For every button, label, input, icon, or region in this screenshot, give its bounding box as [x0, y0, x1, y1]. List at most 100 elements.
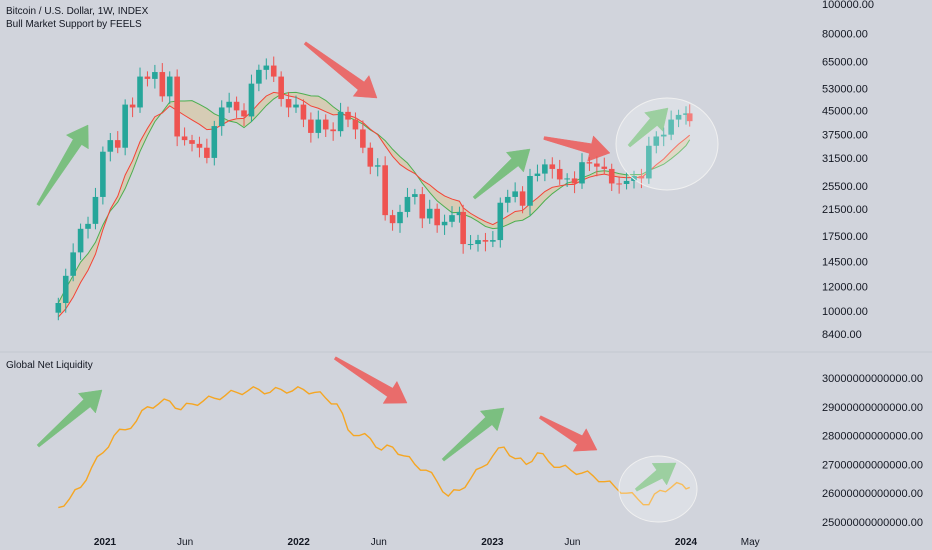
price-tick-label: 37500.00 [822, 130, 868, 142]
candle-body [204, 147, 210, 158]
candle-body [256, 69, 262, 84]
candle-body [308, 119, 314, 133]
arrow-up-green-icon [472, 148, 531, 200]
candle-body [549, 164, 556, 169]
price-tick-label: 10000.00 [822, 306, 868, 318]
candle-body [456, 211, 463, 216]
candle-body [159, 72, 166, 97]
liquidity-tick-label: 28000000000000.00 [822, 431, 923, 443]
arrow-down-red-icon [543, 135, 611, 162]
candle-body [107, 140, 114, 152]
candle-body [233, 101, 240, 111]
candle-body [77, 228, 84, 253]
candle-body [174, 76, 180, 137]
candle-body [367, 147, 374, 167]
liquidity-tick-label: 26000000000000.00 [822, 488, 923, 500]
highlight-circle [618, 455, 698, 523]
price-tick-label: 80000.00 [822, 29, 868, 41]
arrow-down-red-icon [303, 41, 378, 99]
arrow-down-red-icon [538, 415, 598, 452]
candle-body [189, 140, 195, 144]
candle-body [389, 215, 396, 224]
price-tick-label: 45000.00 [822, 105, 868, 117]
candle-body [382, 165, 388, 216]
price-tick-label: 31500.00 [822, 153, 868, 165]
candle-body [426, 208, 433, 219]
annotations [36, 41, 719, 523]
arrow-up-green-icon [441, 407, 505, 462]
candle-body [300, 104, 307, 120]
candle-body [278, 76, 284, 100]
liquidity-tick-label: 29000000000000.00 [822, 402, 923, 414]
price-tick-label: 8400.00 [822, 329, 862, 341]
liquidity-tick-label: 25000000000000.00 [822, 517, 923, 529]
arrow-up-green-icon [634, 462, 677, 492]
bull-market-band [57, 91, 691, 318]
candle-body [270, 65, 277, 77]
candle-body [675, 114, 682, 120]
time-axis-label: 2021 [94, 537, 117, 548]
candle-body [144, 76, 151, 79]
candle-body [638, 175, 645, 179]
arrow-up-green-icon [36, 389, 103, 448]
indicator-label: Bull Market Support by FEELS [6, 19, 142, 30]
time-axis-label: 2024 [675, 537, 698, 548]
candle-body [497, 202, 504, 241]
candle-body [218, 107, 225, 127]
candle-body [616, 183, 622, 185]
candle-body [345, 111, 351, 120]
candle-body [241, 110, 247, 117]
candle-body [285, 99, 292, 108]
arrow-up-green-icon [36, 124, 89, 207]
candle-body [55, 303, 62, 313]
candle-body [100, 151, 106, 197]
candle-body [441, 221, 448, 226]
candle-body [352, 119, 359, 130]
candle-body [571, 178, 578, 184]
candle-body [248, 83, 255, 117]
liquidity-series [58, 385, 690, 509]
candle-body [594, 163, 600, 167]
candle-body [360, 129, 366, 148]
candle-body [85, 223, 91, 229]
candle-body [467, 244, 474, 246]
candle-body [653, 136, 660, 146]
candle-body [512, 191, 518, 197]
candle-body [579, 162, 585, 184]
candle-body [166, 76, 173, 97]
axes: 100000.00 80000.00 65000.00 53000.00 45000.0… [94, 0, 923, 548]
candle-body [137, 76, 143, 108]
candle-body [556, 168, 563, 180]
candle-body [668, 119, 674, 135]
candle-body [519, 191, 526, 206]
candle-body [608, 168, 615, 184]
time-axis-label: Jun [564, 537, 580, 548]
arrow-up-green-icon [627, 107, 669, 148]
liquidity-tick-label: 30000000000000.00 [822, 373, 923, 385]
candle-body [475, 240, 481, 245]
candle-body [70, 252, 76, 276]
price-tick-label: 65000.00 [822, 56, 868, 68]
candle-body [490, 240, 496, 242]
time-axis-label: 2022 [288, 537, 311, 548]
candle-body [660, 134, 667, 137]
price-tick-label: 53000.00 [822, 84, 868, 96]
candle-body [226, 101, 232, 108]
liquidity-line [58, 385, 690, 509]
candle-body [114, 140, 121, 148]
candle-body [62, 275, 69, 304]
candle-body [601, 166, 608, 169]
candle-body [482, 240, 489, 242]
candle-body [263, 65, 270, 70]
candle-body [460, 211, 466, 245]
candle-body [683, 113, 689, 115]
candle-body [181, 136, 188, 141]
time-axis-label: May [741, 537, 760, 548]
candle-body [122, 104, 128, 148]
candle-body [449, 215, 455, 222]
candle-body [586, 162, 593, 164]
candle-body [315, 119, 322, 133]
candle-body [504, 196, 511, 203]
candle-body [623, 180, 630, 184]
